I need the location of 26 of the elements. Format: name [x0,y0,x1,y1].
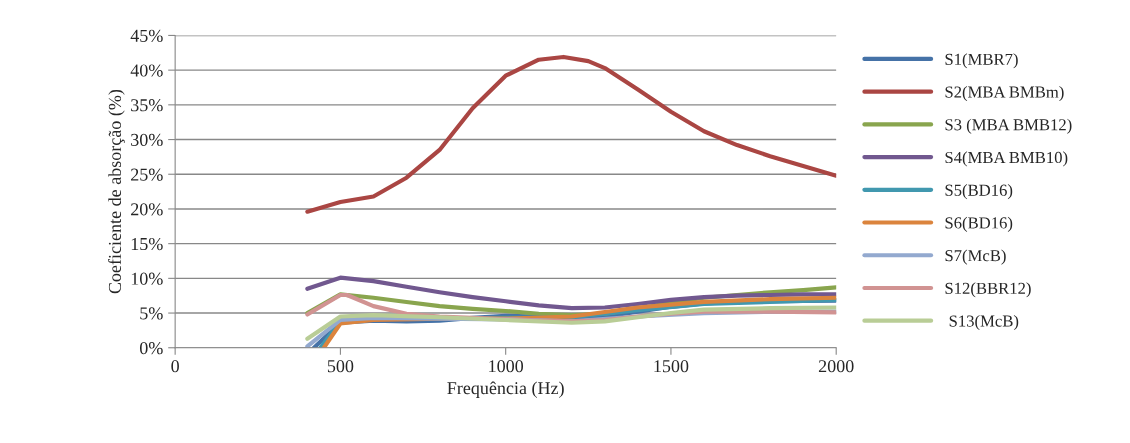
legend-label: S6(BD16) [945,216,1013,232]
x-axis-title: Frequência (Hz) [447,381,564,398]
legend-label: S5(BD16) [945,184,1013,200]
y-tick-label: 10% [131,272,163,285]
legend-label: S1(MBR7) [945,53,1018,69]
legend-label: S2(MBA BMBm) [945,85,1064,102]
legend-label: S3 (MBA BMB12) [945,118,1072,134]
y-tick-label: 5% [140,307,163,320]
legend-label: S12(BBR12) [945,282,1031,298]
x-tick-label: 1000 [489,360,524,373]
y-tick-label: 45% [130,29,163,42]
x-tick-label: 500 [327,360,354,373]
legend-label: S7(McB) [945,249,1006,265]
y-tick-label: 0% [139,342,163,355]
y-tick-label: 40% [130,64,163,77]
legend-label: S13(McB) [949,314,1019,331]
y-axis-title: Coeficiente de absorção (%) [108,89,125,294]
x-tick-label: 0 [171,360,179,373]
y-tick-label: 35% [131,99,163,112]
x-tick-label: 1500 [654,360,689,373]
x-tick-label: 2000 [818,360,854,373]
y-tick-label: 30% [131,133,163,147]
legend-label: S4(MBA BMB10) [945,151,1068,167]
y-tick-label: 20% [131,203,163,216]
y-tick-label: 15% [131,237,163,251]
y-tick-label: 25% [131,168,163,181]
